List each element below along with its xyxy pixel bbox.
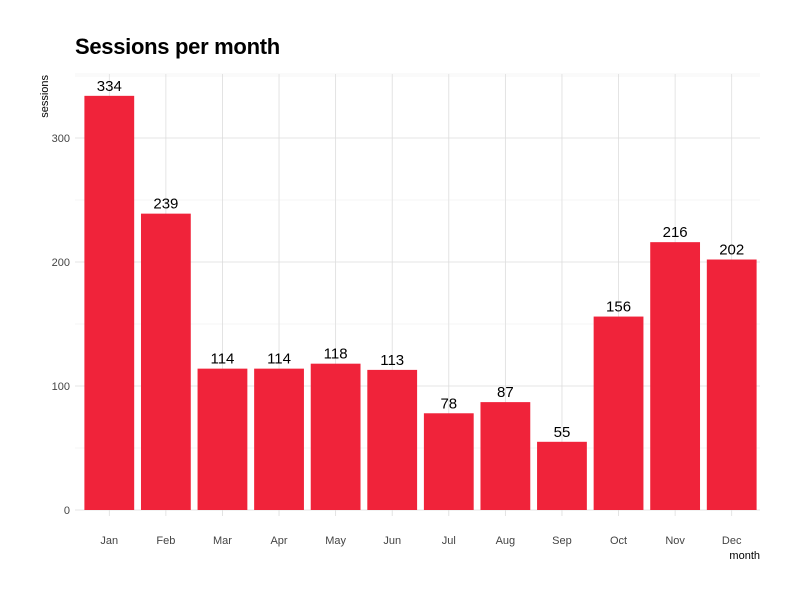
y-axis-title: sessions xyxy=(39,75,51,118)
data-label: 118 xyxy=(324,346,348,363)
y-tick-label: 200 xyxy=(52,257,70,269)
x-tick-label: Oct xyxy=(610,535,627,547)
data-label: 156 xyxy=(606,299,631,316)
bar-jul xyxy=(423,413,474,510)
bar-feb xyxy=(140,213,191,510)
y-tick-label: 0 xyxy=(64,505,70,517)
y-axis-ticks: 0 100 200 300 xyxy=(52,133,70,517)
data-label: 239 xyxy=(153,196,178,213)
x-tick-label: Sep xyxy=(552,535,572,547)
x-tick-label: Mar xyxy=(213,535,232,547)
bars xyxy=(84,95,757,510)
x-tick-label: Dec xyxy=(722,535,742,547)
bar-may xyxy=(310,363,361,510)
x-tick-label: Jan xyxy=(100,535,118,547)
data-label: 216 xyxy=(663,224,688,241)
data-label: 55 xyxy=(554,424,571,441)
data-label: 114 xyxy=(210,351,234,368)
x-tick-label: Aug xyxy=(496,535,516,547)
x-tick-label: May xyxy=(325,535,346,547)
bar-sep xyxy=(537,441,587,510)
bar-jan xyxy=(84,95,135,510)
x-tick-label: Apr xyxy=(270,535,287,547)
x-tick-label: Feb xyxy=(156,535,175,547)
data-label: 114 xyxy=(267,351,291,368)
data-label: 113 xyxy=(380,352,404,369)
x-axis-title: month xyxy=(729,550,760,562)
bar-nov xyxy=(650,242,701,510)
data-label: 334 xyxy=(97,78,122,95)
x-tick-label: Jun xyxy=(383,535,401,547)
bar-oct xyxy=(593,316,644,510)
bar-jun xyxy=(367,369,418,510)
bar-aug xyxy=(480,402,531,510)
bar-apr xyxy=(254,368,304,510)
y-tick-label: 300 xyxy=(52,133,70,145)
bar-dec xyxy=(706,259,757,510)
bar-mar xyxy=(197,368,248,510)
x-tick-label: Jul xyxy=(442,535,456,547)
data-labels: 334 239 114 114 118 113 78 87 55 156 216 202 xyxy=(97,78,744,441)
data-label: 78 xyxy=(440,395,457,412)
x-axis-ticks: Jan Feb Mar Apr May Jun Jul Aug Sep Oct Nov Dec xyxy=(100,535,742,547)
y-tick-label: 100 xyxy=(52,381,70,393)
chart-title: Sessions per month xyxy=(75,34,280,59)
data-label: 87 xyxy=(497,384,514,401)
x-tick-label: Nov xyxy=(665,535,685,547)
data-label: 202 xyxy=(719,242,744,259)
